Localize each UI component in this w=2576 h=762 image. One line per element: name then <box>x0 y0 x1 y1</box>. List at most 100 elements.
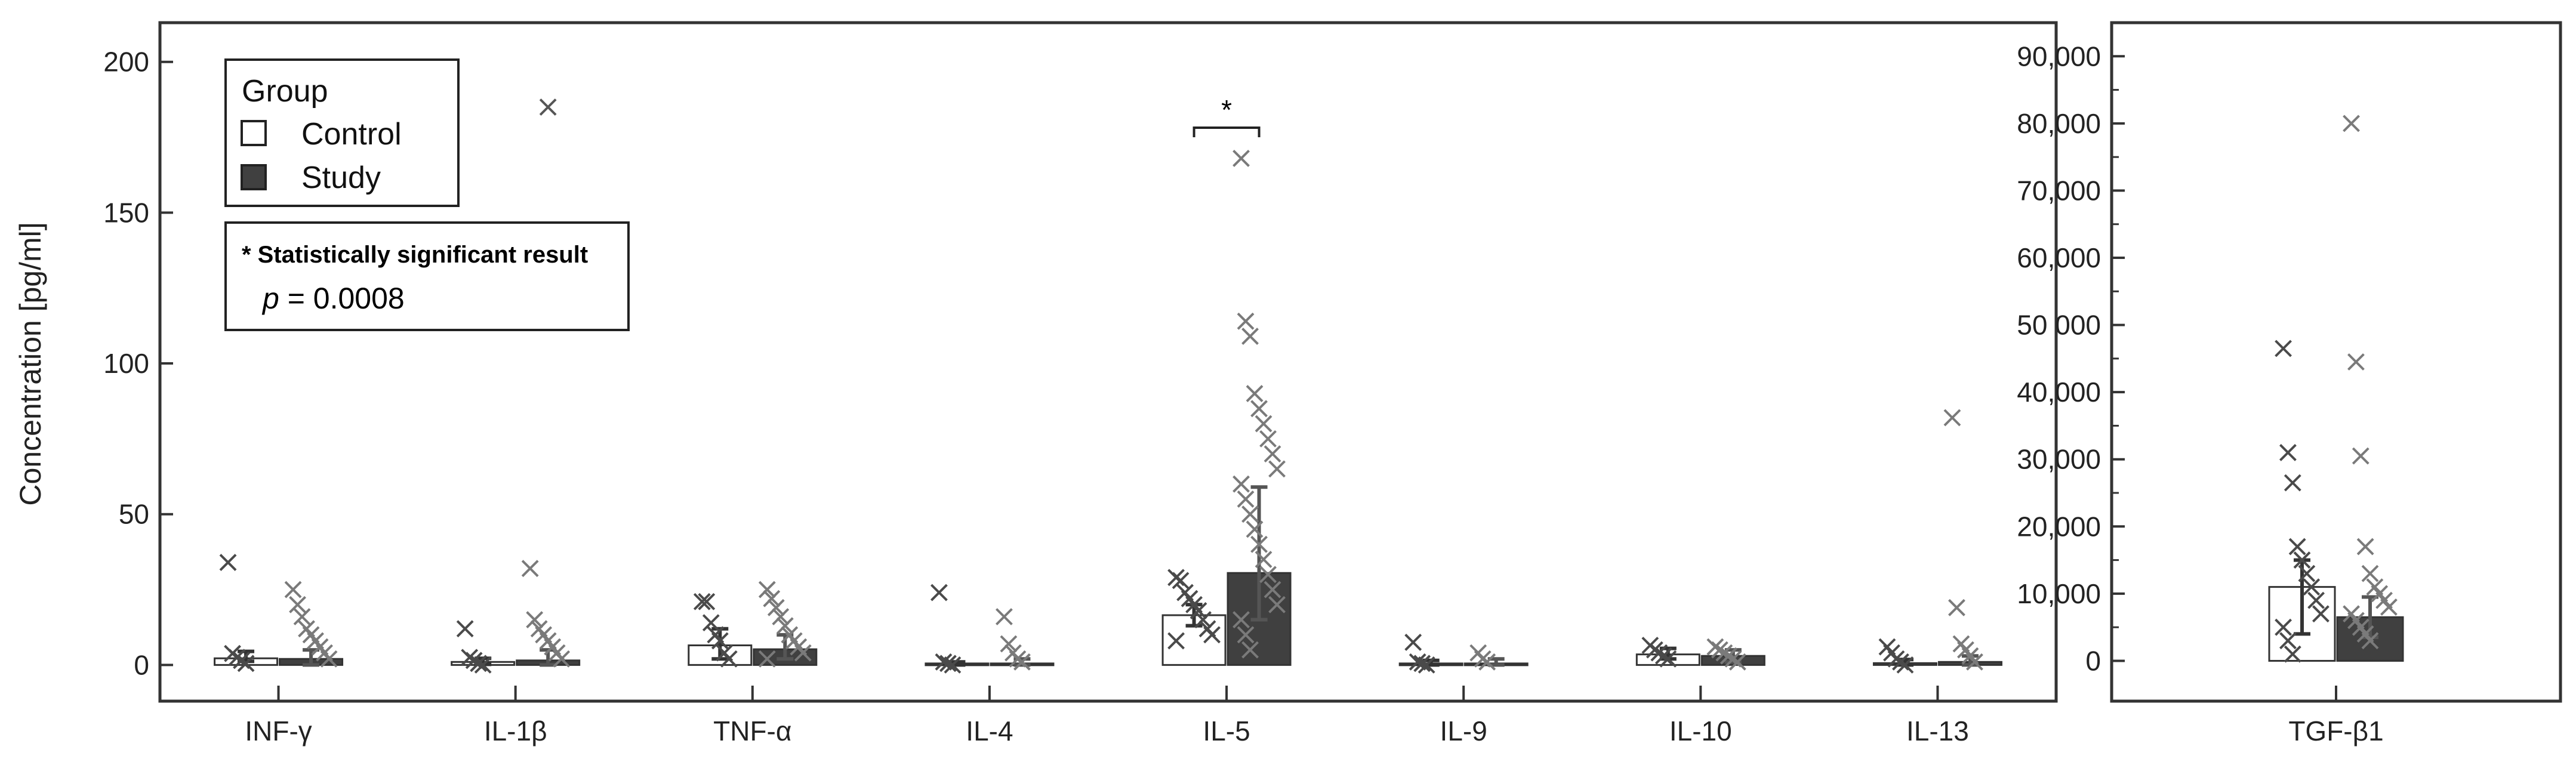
point-study-il-5 <box>1264 581 1281 599</box>
point-study-tnf-alpha <box>763 590 781 607</box>
point-study-tgf-beta1 <box>2352 447 2369 465</box>
point-control-il-5 <box>1172 572 1190 590</box>
point-study-tgf-beta1 <box>2380 598 2398 616</box>
point-study-inf-gamma <box>320 650 338 668</box>
point-control-il-1beta <box>474 656 492 674</box>
point-control-tgf-beta1 <box>2279 632 2297 650</box>
y-tick-label: 80,000 <box>2017 108 2101 139</box>
y-tick-label: 0 <box>134 649 149 680</box>
point-study-il-5 <box>1237 626 1255 644</box>
point-study-il-5 <box>1232 475 1250 493</box>
point-study-il-5 <box>1241 328 1259 345</box>
y-tick-label: 30,000 <box>2017 444 2101 475</box>
point-control-inf-gamma <box>237 655 255 672</box>
point-control-il-9 <box>1413 655 1431 672</box>
point-control-tgf-beta1 <box>2284 474 2301 492</box>
point-study-il-4 <box>1013 653 1031 671</box>
x-tick-label-tnf-alpha: TNF-α <box>713 715 791 746</box>
y-tick-label: 0 <box>2085 645 2101 676</box>
point-study-il-5 <box>1255 415 1272 433</box>
legend-title: Group <box>242 74 328 109</box>
point-study-il-5 <box>1259 430 1277 448</box>
point-control-il-4 <box>944 656 962 674</box>
point-study-il-1beta-outlier <box>539 98 557 116</box>
point-control-tnf-alpha <box>693 593 711 610</box>
point-study-inf-gamma <box>284 581 302 599</box>
point-study-il-5 <box>1264 445 1281 463</box>
point-control-il-10 <box>1659 650 1677 668</box>
y-tick-label: 50 000 <box>2017 310 2101 341</box>
point-control-tgf-beta1 <box>2298 564 2316 582</box>
point-study-il-5 <box>1246 385 1264 402</box>
point-study-il-5 <box>1250 535 1268 553</box>
x-tick-label-inf-gamma: INF-γ <box>245 715 312 746</box>
point-study-tgf-beta1 <box>2343 115 2360 132</box>
x-tick-label-il-5: IL-5 <box>1203 715 1250 746</box>
point-study-il-4 <box>996 608 1013 625</box>
point-control-il-4 <box>939 655 957 672</box>
note-box <box>224 221 630 331</box>
point-study-il-5 <box>1241 505 1259 523</box>
x-tick-label-il-1beta: IL-1β <box>484 715 547 746</box>
point-control-il-5 <box>1203 626 1221 644</box>
point-study-tnf-alpha <box>758 650 776 668</box>
right-chart-panel: 0 10,000 20,000 30,000 40,000 50 000 60,000 70,… <box>2017 21 2562 746</box>
point-control-inf-gamma <box>219 554 237 571</box>
legend-label-study: Study <box>301 161 381 195</box>
point-study-inf-gamma <box>289 596 306 613</box>
point-study-il-13 <box>1966 653 1983 671</box>
legend: Group Control Study <box>224 58 460 207</box>
point-control-il-4 <box>930 584 948 601</box>
point-control-tgf-beta1 <box>2288 538 2306 556</box>
significance-star: * <box>1221 94 1232 125</box>
point-control-tnf-alpha <box>698 593 716 610</box>
point-study-il-1beta <box>521 560 539 578</box>
point-control-tnf-alpha <box>720 650 738 668</box>
point-study-il-5 <box>1259 566 1277 584</box>
plot-frame <box>2110 21 2562 703</box>
point-control-tgf-beta1 <box>2312 605 2330 623</box>
y-tick-label: 20,000 <box>2017 511 2101 542</box>
legend-label-control: Control <box>301 117 402 152</box>
point-study-tnf-alpha <box>758 581 776 599</box>
y-tick-label: 90,000 <box>2017 41 2101 72</box>
y-tick-label: 150 <box>103 197 149 228</box>
point-control-tgf-beta1 <box>2293 551 2311 569</box>
y-tick-label: 200 <box>103 47 149 78</box>
y-tick-label: 40,000 <box>2017 377 2101 408</box>
point-study-tgf-beta1 <box>2361 564 2379 582</box>
point-study-tgf-beta1 <box>2356 538 2374 556</box>
point-study-tgf-beta1 <box>2361 632 2379 650</box>
point-study-il-5 <box>1237 312 1255 330</box>
point-control-tgf-beta1 <box>2284 645 2301 663</box>
point-study-il-5 <box>1232 149 1250 167</box>
x-tick-label-il-4: IL-4 <box>966 715 1013 746</box>
y-tick-label: 60,000 <box>2017 242 2101 273</box>
point-study-il-1beta <box>553 650 571 668</box>
significance-bracket <box>1193 127 1261 137</box>
point-study-il-5 <box>1268 596 1286 613</box>
point-control-il-13 <box>1896 656 1914 674</box>
legend-swatch-study <box>241 164 267 190</box>
y-tick-label: 50 <box>119 499 149 530</box>
point-control-tgf-beta1 <box>2307 591 2325 609</box>
left-chart-panel: 0 50 100 150 200 INF-γ IL-1β TNF-α IL-4 IL-5 IL-9 I… <box>103 21 2058 746</box>
point-study-il-5 <box>1246 520 1264 538</box>
point-study-tgf-beta1 <box>2347 353 2365 371</box>
point-control-il-5 <box>1167 632 1185 650</box>
point-study-il-13 <box>1948 599 1965 616</box>
point-control-tgf-beta1 <box>2275 618 2292 636</box>
point-study-il-13 <box>1943 409 1961 427</box>
point-study-tnf-alpha <box>776 617 794 635</box>
y-axis-label: Concentration [pg/ml] <box>14 222 47 505</box>
point-control-tnf-alpha <box>702 614 720 632</box>
y-tick-label: 100 <box>103 348 149 379</box>
legend-swatch-control <box>241 120 267 146</box>
point-study-il-1beta <box>526 611 544 628</box>
point-study-il-9 <box>1478 653 1496 671</box>
point-control-tgf-beta1 <box>2275 340 2292 357</box>
point-study-inf-gamma <box>293 608 311 625</box>
point-study-il-10 <box>1728 653 1746 671</box>
point-control-il-9 <box>1404 634 1422 651</box>
